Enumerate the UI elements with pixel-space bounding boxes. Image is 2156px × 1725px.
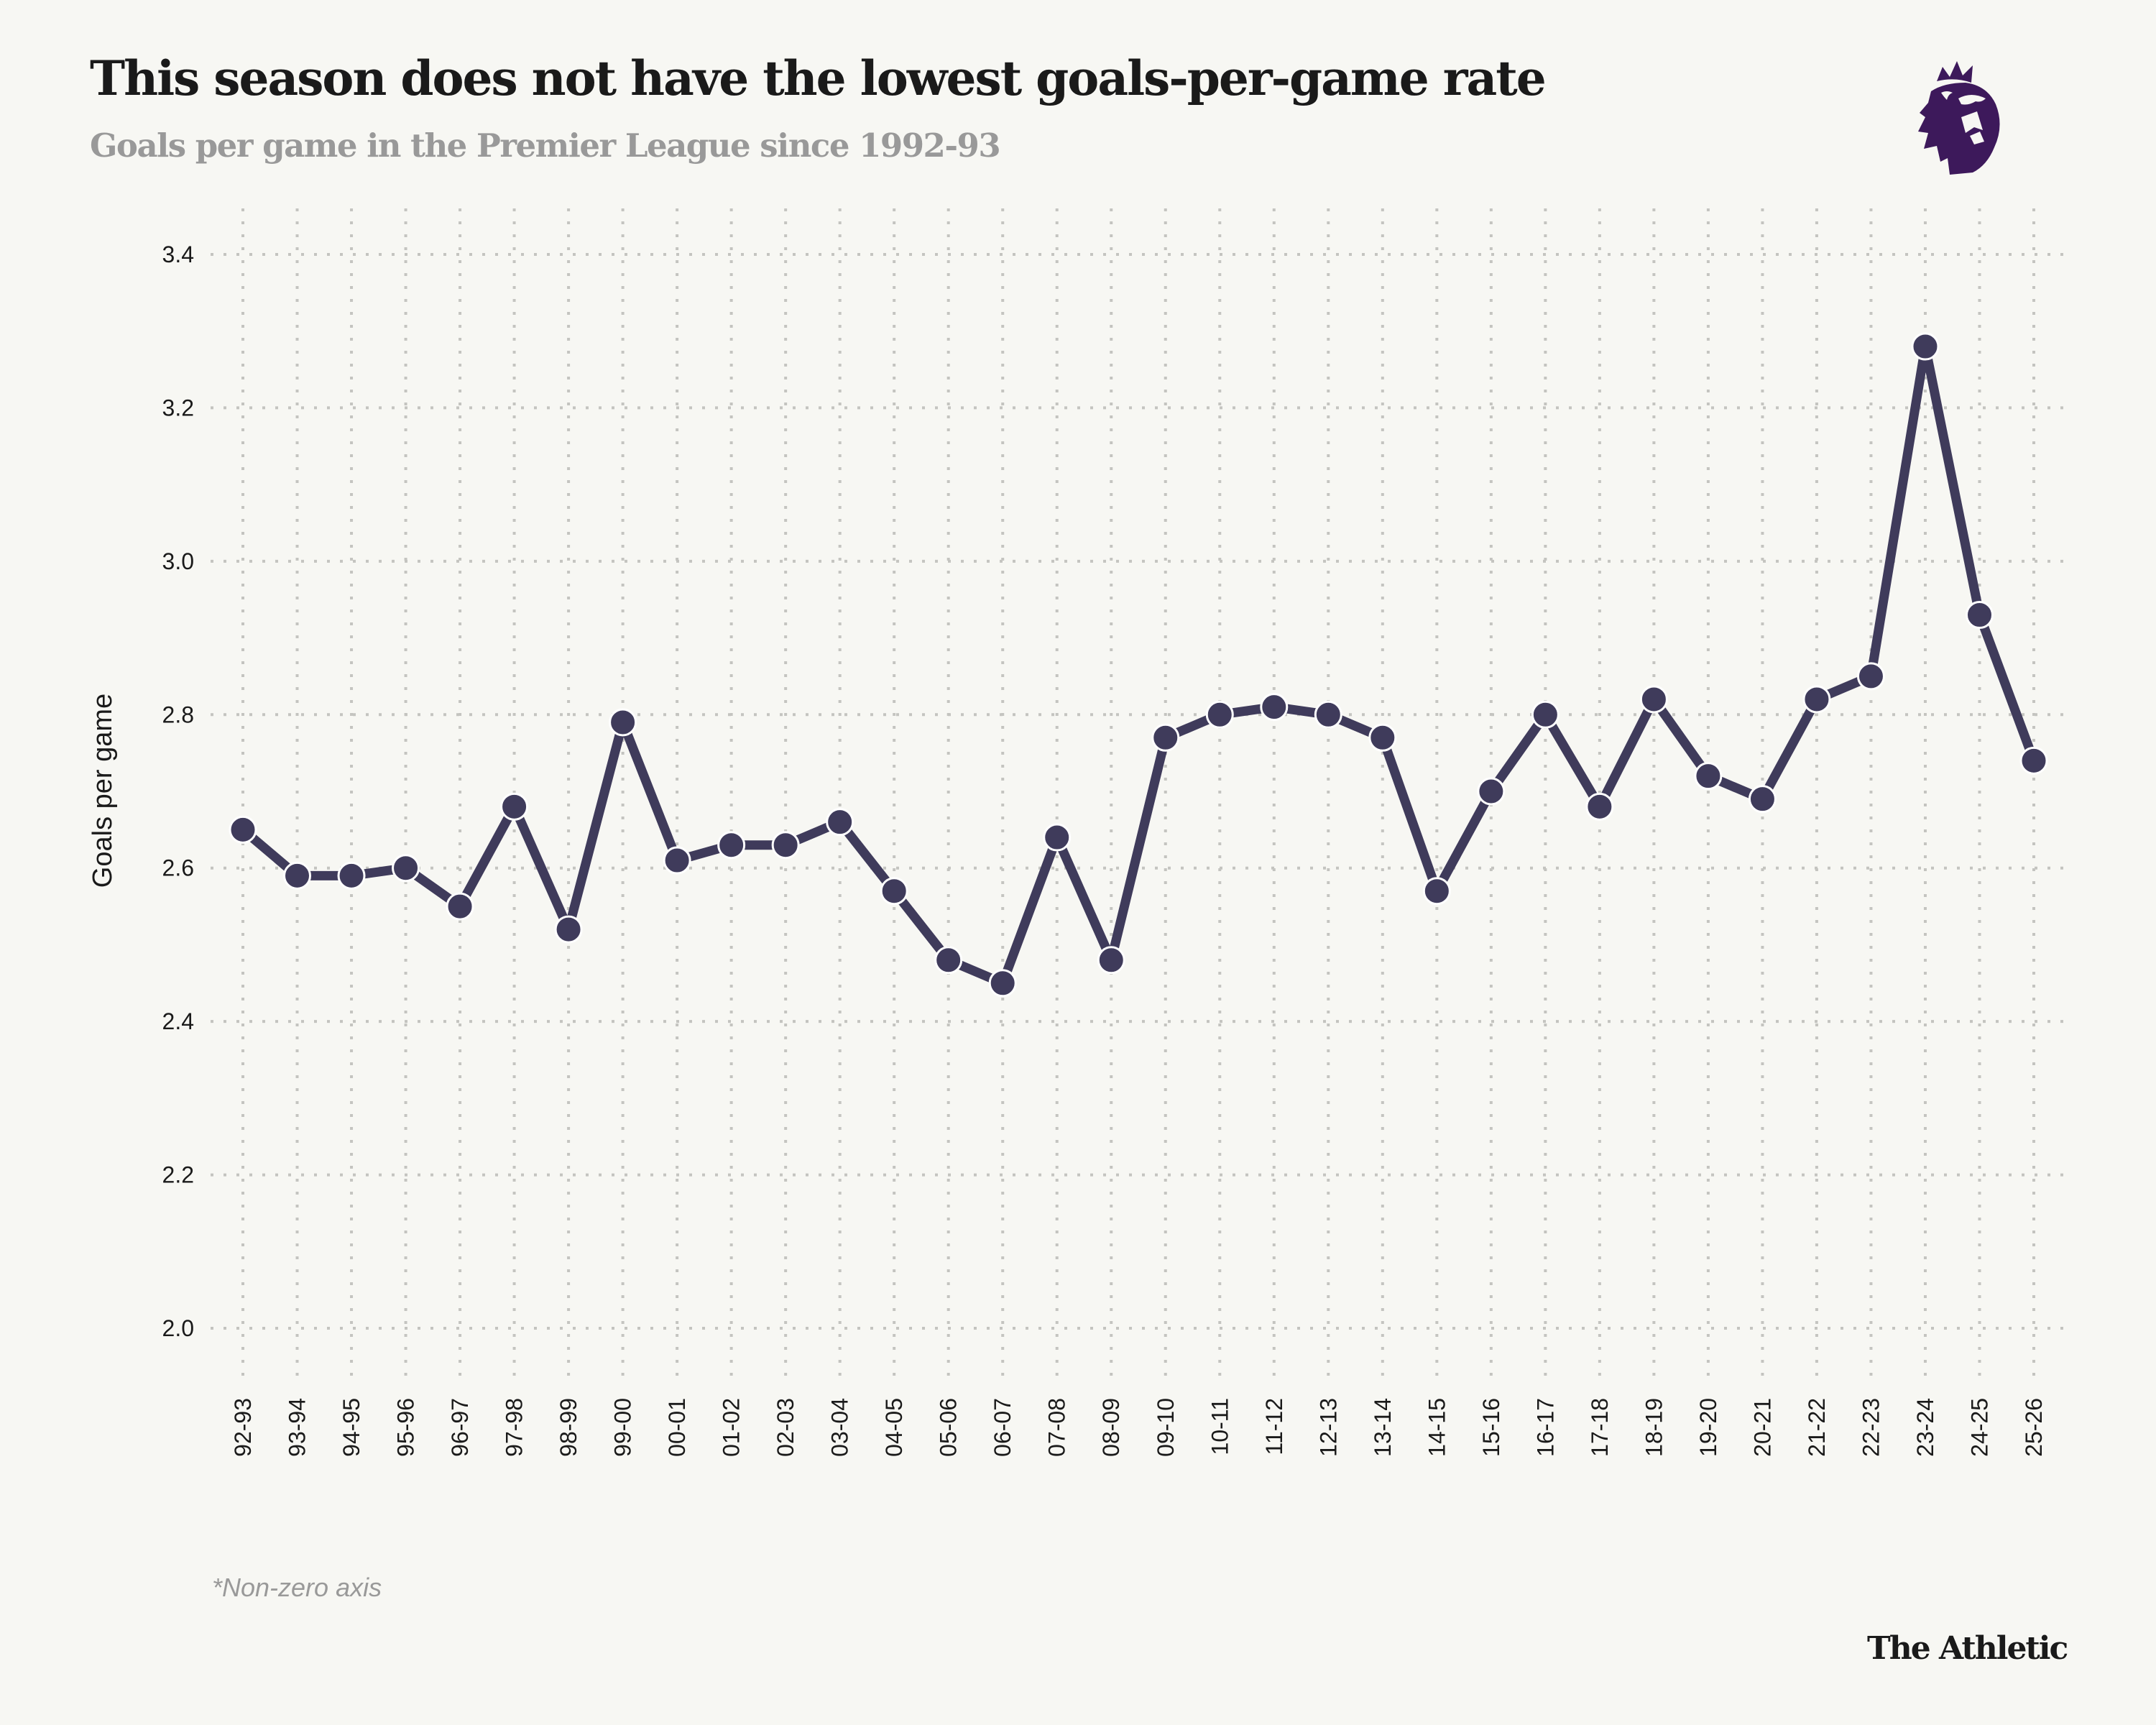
x-tick-label: 01-02 [719,1398,745,1457]
y-tick-label: 2.8 [162,702,194,727]
data-point-14-15 [1422,877,1451,906]
data-point-24-25 [1965,601,1994,630]
y-tick-label: 2.6 [162,855,194,881]
x-tick-label: 19-20 [1695,1398,1721,1457]
data-point-94-95 [337,861,366,890]
data-point-09-10 [1151,723,1180,752]
data-point-20-21 [1748,785,1777,814]
x-axis-ticks: 92-93 93-94 94-95 95-96 96-97 97-98 98-99 99-00… [230,1398,2047,1457]
vertical-gridlines [241,208,2035,1381]
data-point-97-98 [500,792,529,821]
data-point-08-09 [1097,946,1125,975]
x-tick-label: 00-01 [664,1398,690,1457]
x-tick-label: 04-05 [881,1398,907,1457]
data-point-95-96 [392,854,420,883]
x-tick-label: 09-10 [1153,1398,1179,1457]
y-tick-label: 2.4 [162,1008,194,1034]
premier-league-lion-icon [1915,61,2012,176]
data-point-18-19 [1639,685,1668,714]
data-point-15-16 [1477,777,1506,806]
data-point-21-22 [1802,685,1831,714]
x-tick-label: 02-03 [773,1398,798,1457]
x-tick-label: 18-19 [1641,1398,1667,1457]
y-tick-label: 2.0 [162,1315,194,1341]
data-point-98-99 [554,915,583,944]
x-tick-label: 06-07 [990,1398,1015,1457]
data-point-04-05 [880,877,908,906]
y-tick-label: 3.2 [162,395,194,420]
x-tick-label: 14-15 [1424,1398,1450,1457]
x-tick-label: 15-16 [1478,1398,1504,1457]
data-point-06-07 [988,969,1017,998]
x-tick-label: 25-26 [2021,1398,2047,1457]
data-point-25-26 [2019,746,2048,775]
chart-title: This season does not have the lowest goa… [90,50,1547,106]
x-tick-label: 10-11 [1207,1398,1233,1455]
data-point-23-24 [1911,332,1940,361]
x-tick-label: 20-21 [1749,1398,1775,1457]
data-point-92-93 [229,815,257,844]
series-line [238,341,2039,988]
horizontal-gridlines [211,253,2065,1330]
x-tick-label: 03-04 [827,1398,853,1457]
x-tick-label: 16-17 [1532,1398,1558,1457]
x-tick-label: 96-97 [447,1398,473,1457]
x-tick-label: 97-98 [502,1398,528,1457]
x-tick-label: 12-13 [1315,1398,1341,1457]
footnote-non-zero-axis: *Non-zero axis [212,1573,382,1602]
data-point-96-97 [446,892,474,921]
data-point-02-03 [771,831,800,860]
data-point-22-23 [1856,662,1885,691]
data-point-07-08 [1043,823,1072,852]
x-tick-label: 07-08 [1044,1398,1070,1457]
chart-subtitle: Goals per game in the Premier League sin… [90,126,1001,165]
x-tick-label: 05-06 [936,1398,962,1457]
data-point-10-11 [1205,700,1234,729]
y-axis-label: Goals per game [88,694,118,888]
x-tick-label: 23-24 [1912,1398,1938,1457]
x-tick-label: 95-96 [393,1398,419,1457]
y-axis-ticks: 2.0 2.2 2.4 2.6 2.8 3.0 3.2 3.4 [162,242,194,1341]
y-tick-label: 2.2 [162,1162,194,1188]
x-tick-label: 94-95 [338,1398,364,1457]
x-tick-label: 22-23 [1858,1398,1884,1457]
data-point-17-18 [1585,792,1614,821]
data-point-11-12 [1260,693,1289,722]
data-point-93-94 [283,861,312,890]
x-tick-label: 92-93 [230,1398,256,1457]
data-point-99-00 [609,708,637,737]
x-tick-label: 24-25 [1966,1398,1992,1457]
data-point-13-14 [1368,723,1397,752]
data-point-01-02 [717,831,746,860]
y-tick-label: 3.4 [162,242,194,267]
data-point-03-04 [826,808,854,837]
x-tick-label: 21-22 [1804,1398,1830,1457]
data-point-05-06 [934,946,963,975]
data-point-19-20 [1694,762,1723,791]
x-tick-label: 11-12 [1261,1398,1287,1455]
series-goals-per-game [229,332,2048,998]
x-tick-label: 93-94 [285,1398,310,1457]
data-point-16-17 [1531,700,1560,729]
brand-logo-the-athletic: The Athletic [1867,1630,2068,1667]
x-tick-label: 08-09 [1098,1398,1124,1457]
x-tick-label: 13-14 [1370,1398,1396,1457]
data-point-00-01 [663,846,691,875]
x-tick-label: 99-00 [610,1398,636,1457]
y-tick-label: 3.0 [162,548,194,574]
x-tick-label: 98-99 [556,1398,581,1457]
data-point-12-13 [1314,700,1342,729]
x-tick-label: 17-18 [1587,1398,1613,1457]
